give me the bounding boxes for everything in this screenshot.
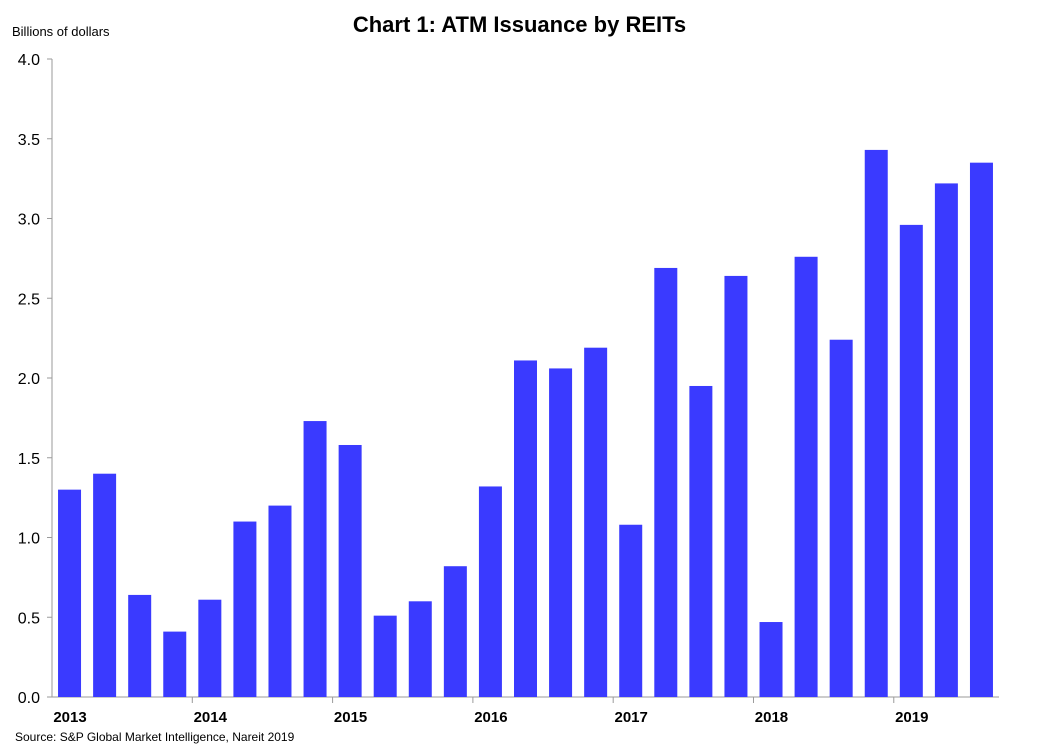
bar (128, 594, 152, 697)
x-tick-label: 2014 (194, 709, 228, 726)
bar (303, 421, 327, 697)
bar (58, 489, 82, 697)
x-tick-label: 2016 (474, 709, 507, 726)
y-tick-label: 3.0 (18, 212, 40, 229)
y-tick-label: 3.5 (18, 132, 40, 149)
bar (443, 566, 467, 697)
bar (759, 622, 783, 697)
y-tick-label: 0.0 (18, 690, 40, 707)
bar (934, 183, 958, 697)
bar (689, 385, 713, 697)
y-tick-label: 1.0 (18, 531, 40, 548)
chart-title: Chart 1: ATM Issuance by REITs (352, 12, 687, 37)
y-tick-label: 4.0 (18, 52, 40, 69)
bar-chart: 0.0 0.5 1.0 1.5 2.0 2.5 3.0 3.5 4.0 2013 2014 2015 2… (18, 52, 999, 726)
bar (584, 347, 608, 697)
x-tick-label: 2019 (895, 709, 928, 726)
bar (233, 521, 257, 697)
bar (549, 368, 573, 697)
y-tick-label: 2.0 (18, 371, 40, 388)
bar (268, 505, 292, 697)
bar (478, 486, 502, 697)
bar (408, 601, 432, 697)
bar (654, 267, 678, 697)
bar (969, 162, 993, 698)
bar (829, 339, 853, 697)
bar (338, 444, 362, 697)
y-tick-label: 1.5 (18, 451, 40, 468)
x-tick-label: 2018 (755, 709, 788, 726)
bar (198, 599, 222, 697)
bar (794, 256, 818, 697)
bar (724, 275, 748, 697)
x-tick-label: 2013 (53, 709, 86, 726)
bar (899, 224, 923, 697)
y-axis-label: Billions of dollars (12, 24, 110, 39)
x-tick-label: 2015 (334, 709, 367, 726)
x-tick-label: 2017 (614, 709, 647, 726)
bar (373, 615, 397, 697)
y-tick-label: 2.5 (18, 291, 40, 308)
bar (163, 631, 187, 697)
bar (619, 524, 643, 697)
bar (514, 360, 537, 697)
bar (864, 149, 888, 698)
y-tick-label: 0.5 (18, 610, 40, 627)
bar (93, 473, 117, 697)
source-note: Source: S&P Global Market Intelligence, … (15, 730, 295, 744)
